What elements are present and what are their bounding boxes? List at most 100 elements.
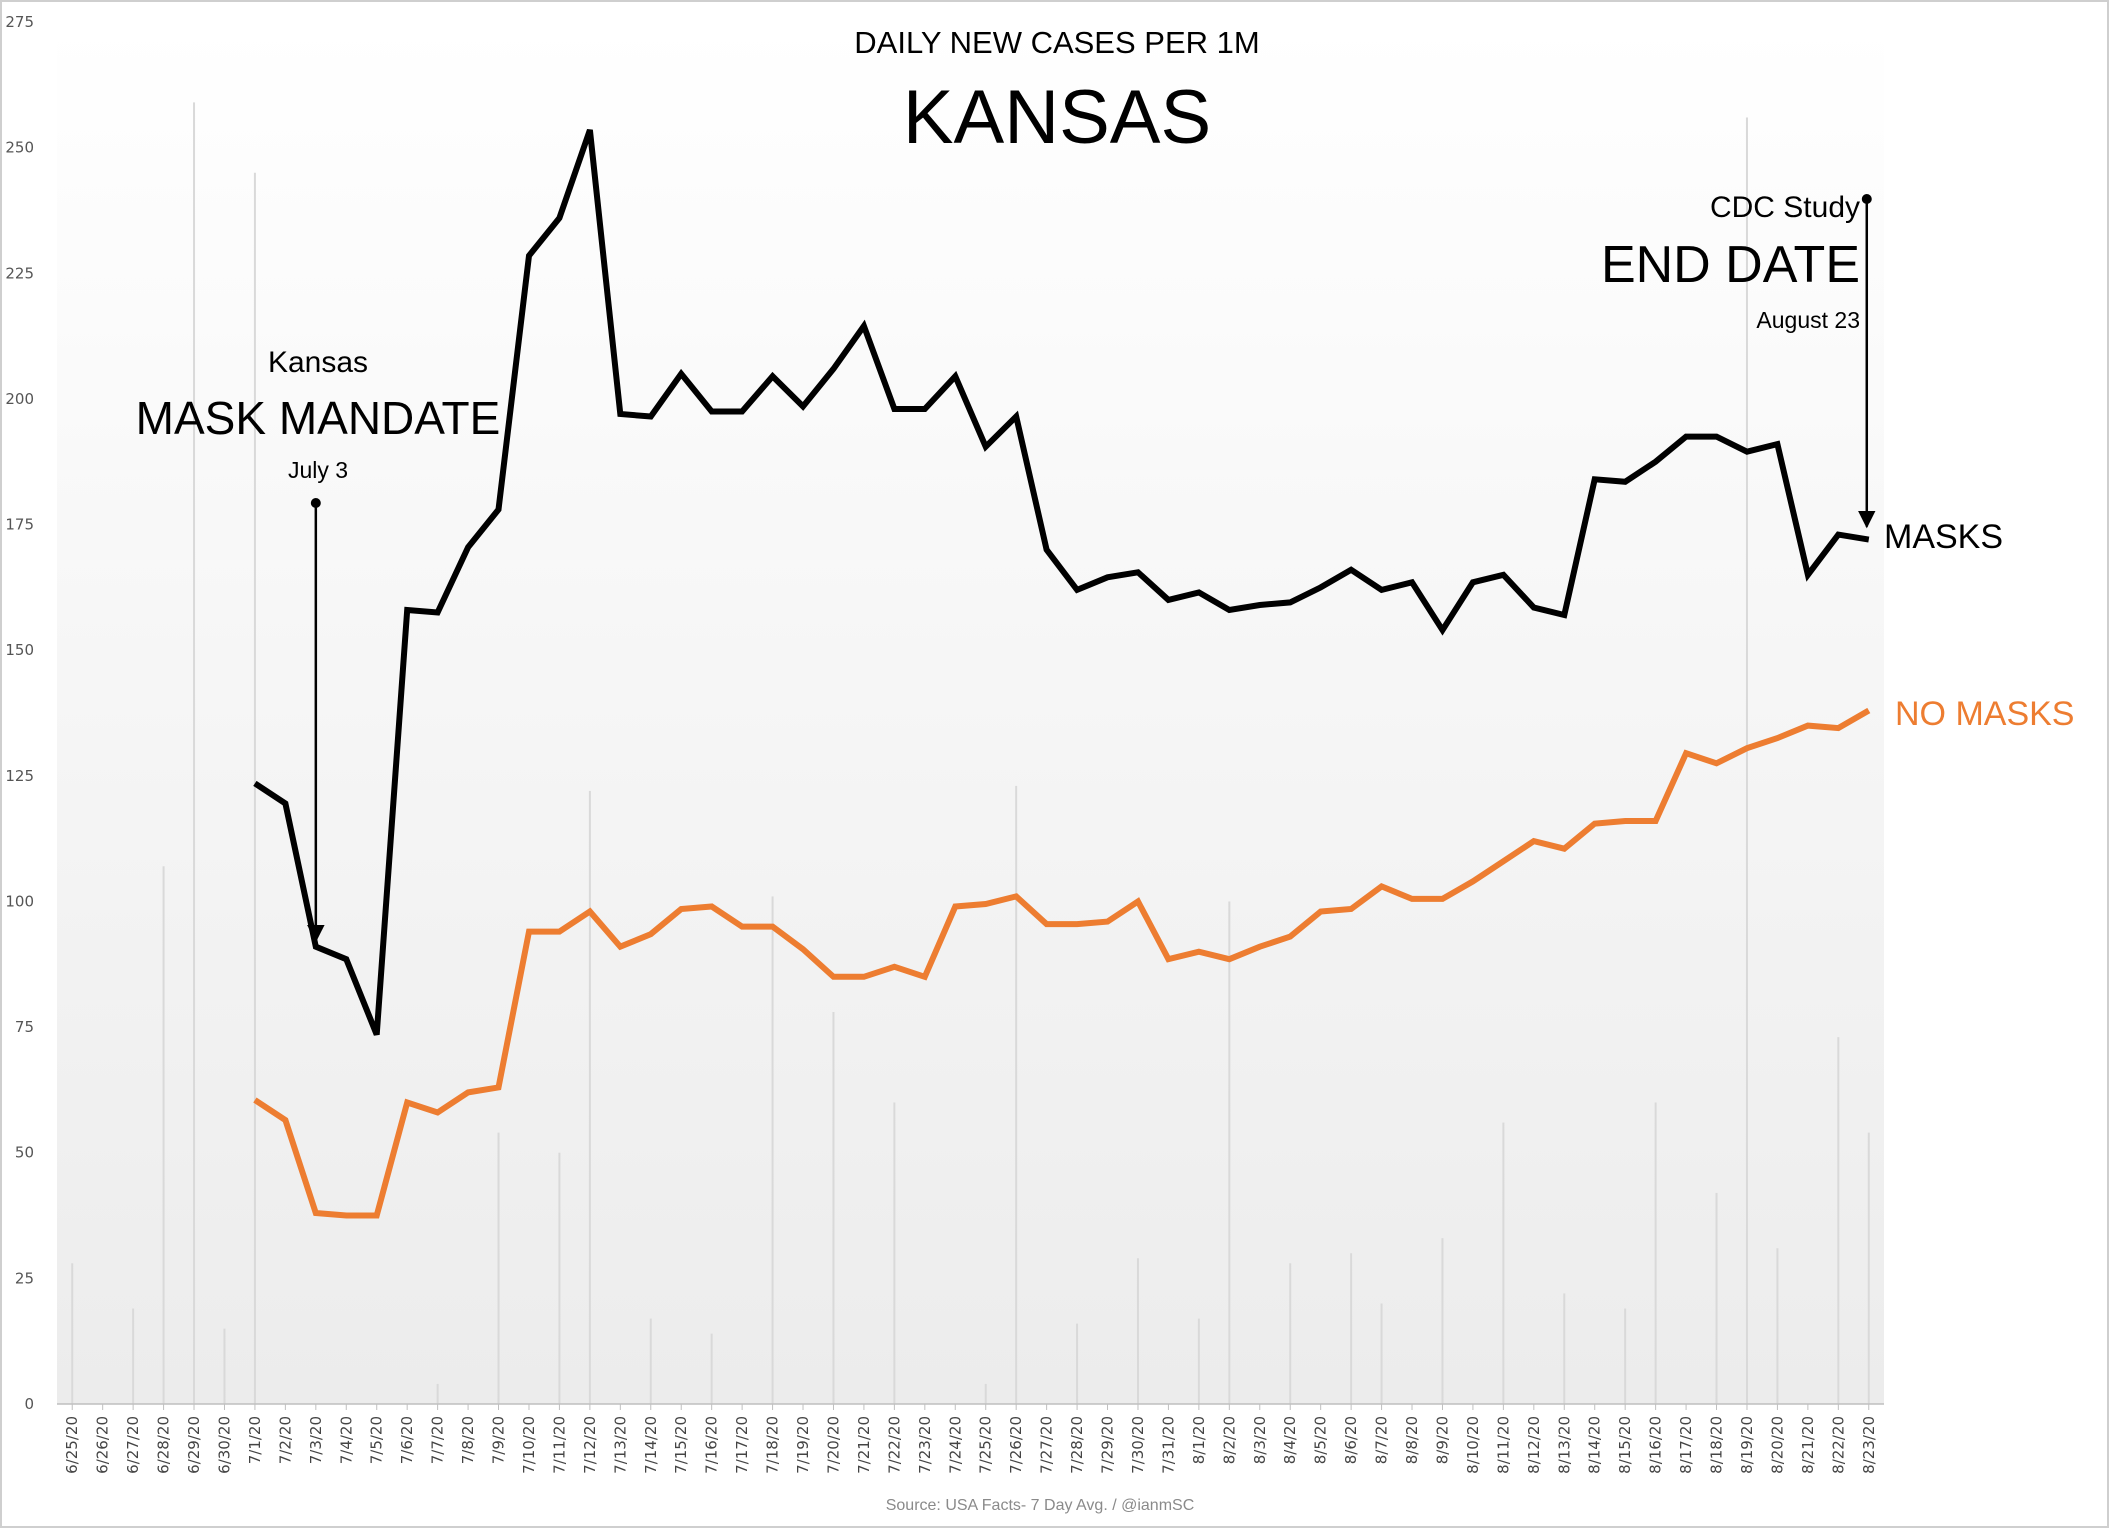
background-bar xyxy=(1654,1102,1657,1404)
x-tick-label: 8/20/20 xyxy=(1768,1416,1786,1474)
background-bar xyxy=(1563,1293,1566,1404)
x-tick-label: 6/30/20 xyxy=(215,1416,233,1474)
x-tick-label: 7/14/20 xyxy=(642,1416,660,1474)
x-tick-label: 7/10/20 xyxy=(520,1416,538,1474)
x-tick-label: 7/3/20 xyxy=(307,1416,325,1464)
background-bar xyxy=(1837,1037,1840,1404)
x-tick-label: 7/25/20 xyxy=(977,1416,995,1474)
x-tick-label: 7/13/20 xyxy=(611,1416,629,1474)
series-label-masks: MASKS xyxy=(1884,518,2003,556)
annotation-mandate-line3: July 3 xyxy=(288,457,348,483)
y-tick-label: 275 xyxy=(5,13,34,31)
background-bar xyxy=(1350,1253,1353,1404)
background-bar xyxy=(893,1102,896,1404)
x-tick-label: 7/5/20 xyxy=(368,1416,386,1464)
background-bar xyxy=(1502,1122,1505,1404)
y-tick-label: 175 xyxy=(5,516,34,534)
y-tick-label: 0 xyxy=(24,1395,34,1413)
x-tick-label: 7/17/20 xyxy=(733,1416,751,1474)
x-tick-label: 7/9/20 xyxy=(490,1416,508,1464)
x-tick-label: 8/21/20 xyxy=(1799,1416,1817,1474)
background-bar xyxy=(984,1383,987,1404)
background-bar xyxy=(558,1152,561,1404)
y-tick-label: 100 xyxy=(5,892,34,910)
y-tick-label: 150 xyxy=(5,641,34,659)
background-bar xyxy=(1289,1263,1292,1404)
x-tick-label: 8/6/20 xyxy=(1342,1416,1360,1464)
background-bar xyxy=(649,1318,652,1404)
y-tick-label: 225 xyxy=(5,264,34,282)
x-tick-label: 7/28/20 xyxy=(1068,1416,1086,1474)
x-tick-label: 7/12/20 xyxy=(581,1416,599,1474)
x-tick-label: 7/23/20 xyxy=(916,1416,934,1474)
y-tick-label: 50 xyxy=(15,1144,34,1162)
x-tick-label: 7/2/20 xyxy=(276,1416,294,1464)
background-bar xyxy=(223,1328,226,1404)
x-tick-label: 7/15/20 xyxy=(672,1416,690,1474)
plot-area xyxy=(57,22,1884,1404)
y-tick-label: 75 xyxy=(15,1018,34,1036)
x-tick-label: 7/31/20 xyxy=(1159,1416,1177,1474)
background-bar xyxy=(1867,1132,1870,1404)
x-tick-label: 8/15/20 xyxy=(1616,1416,1634,1474)
x-tick-label: 7/20/20 xyxy=(824,1416,842,1474)
x-tick-label: 8/11/20 xyxy=(1494,1416,1512,1474)
x-tick-label: 7/24/20 xyxy=(946,1416,964,1474)
background-bar xyxy=(832,1012,835,1404)
background-bar xyxy=(771,896,774,1404)
x-tick-label: 8/3/20 xyxy=(1251,1416,1269,1464)
background-bar xyxy=(497,1132,500,1404)
x-tick-label: 7/1/20 xyxy=(246,1416,264,1464)
background-bar xyxy=(1380,1303,1383,1404)
background-bar xyxy=(1624,1308,1627,1404)
x-tick-label: 7/30/20 xyxy=(1129,1416,1147,1474)
y-tick-label: 250 xyxy=(5,139,34,157)
annotation-cdc-line1: CDC Study xyxy=(1710,191,1860,224)
x-tick-label: 7/18/20 xyxy=(764,1416,782,1474)
background-bar xyxy=(1715,1192,1718,1404)
x-tick-label: 8/14/20 xyxy=(1586,1416,1604,1474)
annotation-mandate-line2: MASK MANDATE xyxy=(136,392,501,444)
x-tick-label: 8/7/20 xyxy=(1373,1416,1391,1464)
x-tick-label: 8/23/20 xyxy=(1860,1416,1878,1474)
x-tick-label: 7/22/20 xyxy=(885,1416,903,1474)
series-line-masks xyxy=(253,129,1870,1036)
background-bar xyxy=(1136,1258,1139,1404)
x-tick-label: 7/8/20 xyxy=(459,1416,477,1464)
background-bar xyxy=(162,866,165,1404)
y-tick-label: 125 xyxy=(5,767,34,785)
x-tick-label: 8/17/20 xyxy=(1677,1416,1695,1474)
x-tick-label: 7/27/20 xyxy=(1038,1416,1056,1474)
annotation-mandate-line1: Kansas xyxy=(268,346,368,379)
x-tick-label: 8/5/20 xyxy=(1312,1416,1330,1464)
x-tick-label: 8/16/20 xyxy=(1647,1416,1665,1474)
x-tick-label: 8/4/20 xyxy=(1281,1416,1299,1464)
x-tick-label: 6/29/20 xyxy=(185,1416,203,1474)
background-bar xyxy=(588,790,591,1404)
x-tick-label: 7/16/20 xyxy=(703,1416,721,1474)
x-tick-label: 6/28/20 xyxy=(155,1416,173,1474)
x-tick-label: 7/19/20 xyxy=(794,1416,812,1474)
chart-title: KANSAS xyxy=(903,75,1211,160)
x-tick-label: 8/10/20 xyxy=(1464,1416,1482,1474)
series-label-no-masks: NO MASKS xyxy=(1895,695,2074,733)
annotation-cdc-line2: END DATE xyxy=(1601,236,1860,294)
annotation-cdc-line3: August 23 xyxy=(1756,307,1860,333)
x-tick-label: 7/6/20 xyxy=(398,1416,416,1464)
x-tick-label: 8/1/20 xyxy=(1190,1416,1208,1464)
background-bar xyxy=(132,1308,135,1404)
source-note: Source: USA Facts- 7 Day Avg. / @ianmSC xyxy=(886,1497,1195,1514)
background-bar xyxy=(253,172,256,1404)
x-tick-label: 6/25/20 xyxy=(63,1416,81,1474)
x-tick-label: 7/26/20 xyxy=(1007,1416,1025,1474)
x-tick-label: 8/19/20 xyxy=(1738,1416,1756,1474)
y-tick-label: 25 xyxy=(15,1269,34,1287)
x-tick-label: 8/12/20 xyxy=(1525,1416,1543,1474)
background-bar xyxy=(710,1333,713,1404)
x-tick-label: 8/22/20 xyxy=(1829,1416,1847,1474)
x-tick-label: 7/21/20 xyxy=(855,1416,873,1474)
background-bar xyxy=(1228,901,1231,1404)
x-tick-label: 8/2/20 xyxy=(1220,1416,1238,1464)
background-bar xyxy=(71,1263,74,1404)
